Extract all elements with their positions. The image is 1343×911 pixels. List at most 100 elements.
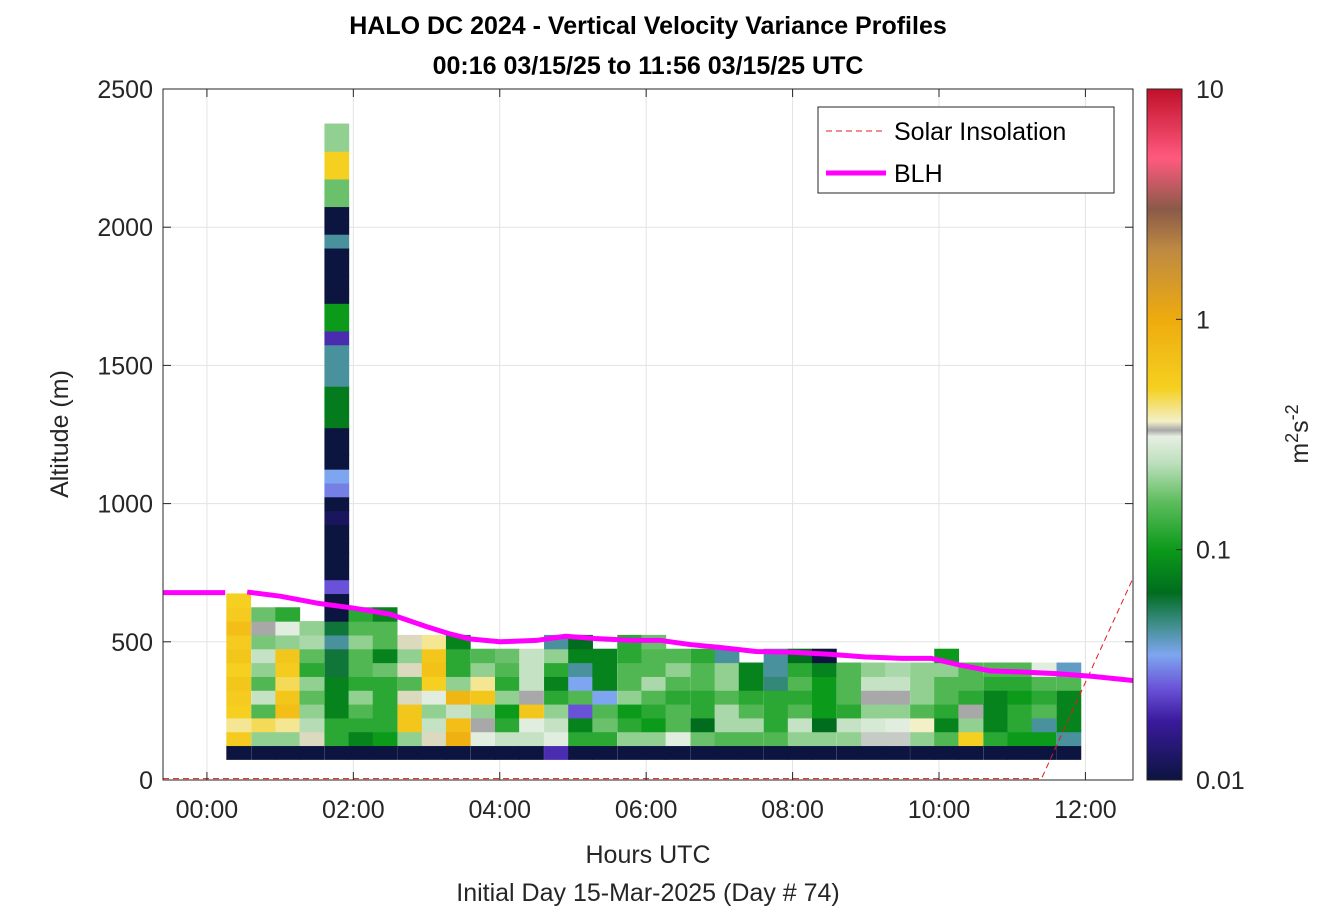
heatmap-cell xyxy=(592,717,618,733)
heatmap-cell xyxy=(738,745,764,760)
heatmap-cell xyxy=(787,676,813,691)
heatmap-cell xyxy=(372,731,398,747)
heatmap-cell xyxy=(324,607,350,622)
heatmap-cell xyxy=(470,662,496,677)
heatmap-cell xyxy=(568,648,593,664)
heatmap-cell xyxy=(226,703,252,719)
heatmap-cell xyxy=(324,303,350,318)
heatmap-cell xyxy=(324,206,350,221)
variance-cells xyxy=(226,123,1082,760)
heatmap-cell xyxy=(251,703,276,719)
heatmap-cell xyxy=(470,731,496,747)
heatmap-cell xyxy=(592,703,618,719)
legend: Solar Insolation BLH xyxy=(817,106,1115,194)
heatmap-cell xyxy=(665,717,691,733)
heatmap-cell xyxy=(226,607,252,622)
heatmap-cell xyxy=(445,717,471,733)
heatmap-cell xyxy=(397,648,423,664)
x-axis-sublabel: Initial Day 15-Mar-2025 (Day # 74) xyxy=(456,879,840,907)
heatmap-cell xyxy=(494,690,520,705)
heatmap-cell xyxy=(641,662,667,677)
heatmap-cell xyxy=(568,690,593,705)
heatmap-cell xyxy=(348,676,374,691)
heatmap-cell xyxy=(544,676,569,691)
heatmap-cell xyxy=(372,745,398,760)
heatmap-cell xyxy=(251,648,276,664)
heatmap-cell xyxy=(934,731,959,747)
heatmap-cell xyxy=(690,745,716,760)
heatmap-cell xyxy=(324,123,350,138)
heatmap-cell xyxy=(787,690,813,705)
heatmap-cell xyxy=(738,662,764,677)
heatmap-cell xyxy=(445,676,471,691)
heatmap-cell xyxy=(836,676,862,691)
heatmap-cell xyxy=(299,717,325,733)
heatmap-cell xyxy=(568,731,593,747)
heatmap-cell xyxy=(275,634,301,650)
heatmap-cell xyxy=(324,234,350,249)
heatmap-cell xyxy=(1031,717,1057,733)
heatmap-cell xyxy=(738,676,764,691)
heatmap-cell xyxy=(910,662,935,677)
axes: 00:00 02:00 04:00 06:00 08:00 10:00 12:00 0 500 1… xyxy=(97,76,1133,824)
heatmap-cell xyxy=(324,524,350,539)
heatmap-cell xyxy=(421,745,447,760)
heatmap-cell xyxy=(861,745,886,760)
heatmap-cell xyxy=(324,731,350,747)
heatmap-cell xyxy=(836,731,862,747)
heatmap-cell xyxy=(1056,745,1082,760)
heatmap-cell xyxy=(665,731,691,747)
heatmap-cell xyxy=(665,745,691,760)
heatmap-cell xyxy=(372,676,398,691)
heatmap-cell xyxy=(958,703,984,719)
heatmap-cell xyxy=(836,717,862,733)
heatmap-cell xyxy=(445,745,471,760)
heatmap-cell xyxy=(251,634,276,650)
heatmap-cell xyxy=(690,648,716,664)
heatmap-cell xyxy=(324,178,350,194)
heatmap-cell xyxy=(641,676,667,691)
x-tick-label: 06:00 xyxy=(615,796,678,824)
heatmap-cell xyxy=(324,441,350,456)
heatmap-cell xyxy=(1007,717,1033,733)
heatmap-cell xyxy=(617,662,643,677)
heatmap-cell xyxy=(324,358,350,373)
heatmap-cell xyxy=(226,717,252,733)
heatmap-cell xyxy=(324,289,350,304)
x-tick-label: 00:00 xyxy=(176,796,239,824)
heatmap-cell xyxy=(861,731,886,747)
heatmap-cell xyxy=(324,717,350,733)
heatmap-cell xyxy=(397,731,423,747)
heatmap-cell xyxy=(1007,745,1033,760)
heatmap-cell xyxy=(519,662,544,677)
heatmap-cell xyxy=(811,662,837,677)
heatmap-cell xyxy=(324,496,350,512)
heatmap-cell xyxy=(1056,717,1082,733)
heatmap-cell xyxy=(811,703,837,719)
heatmap-cell xyxy=(958,717,984,733)
heatmap-cell xyxy=(568,676,593,691)
y-tick-label: 0 xyxy=(139,767,153,795)
heatmap-cell xyxy=(1056,703,1082,719)
heatmap-cell xyxy=(836,703,862,719)
heatmap-cell xyxy=(470,648,496,664)
heatmap-cell xyxy=(592,745,618,760)
heatmap-cell xyxy=(592,648,618,664)
heatmap-cell xyxy=(445,690,471,705)
heatmap-cell xyxy=(568,662,593,677)
solar-insolation-line xyxy=(163,578,1133,780)
heatmap-cell xyxy=(641,731,667,747)
heatmap-cell xyxy=(763,703,789,719)
heatmap-cell xyxy=(665,676,691,691)
heatmap-cell xyxy=(251,745,276,760)
heatmap-cell xyxy=(690,676,716,691)
heatmap-cell xyxy=(324,247,350,263)
heatmap-cell xyxy=(226,634,252,650)
heatmap-cell xyxy=(983,731,1009,747)
heatmap-cell xyxy=(690,717,716,733)
heatmap-cell xyxy=(690,662,716,677)
heatmap-cell xyxy=(714,662,740,677)
legend-box xyxy=(817,106,1115,194)
colorbar-ticks: 0.01 0.1 1 10 xyxy=(1176,76,1245,795)
